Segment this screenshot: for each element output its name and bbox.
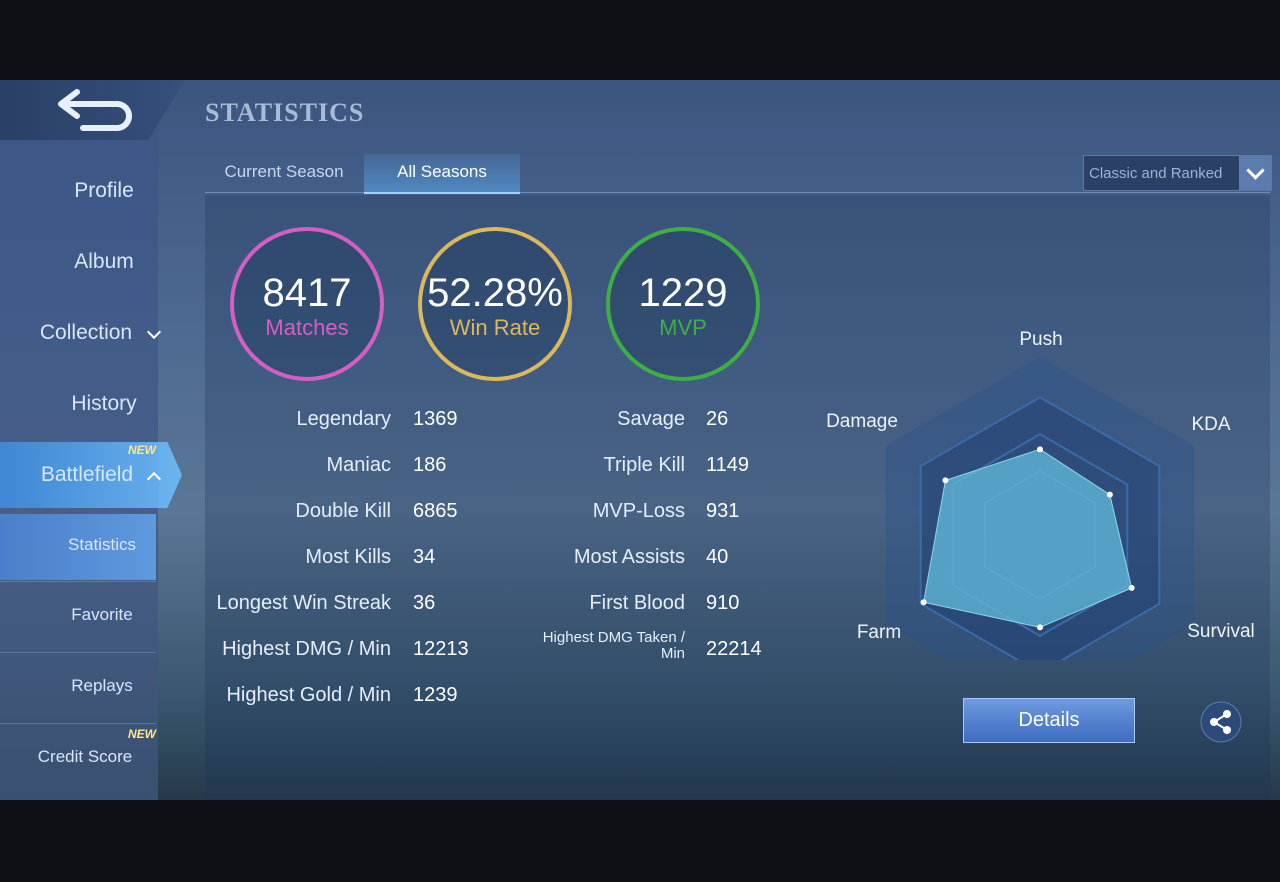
dropdown-arrow (1239, 156, 1271, 190)
summary-value: 8417 (262, 271, 352, 315)
new-badge: NEW (128, 443, 156, 457)
stat-label: Longest Win Streak (216, 592, 391, 614)
back-button[interactable] (55, 88, 140, 134)
stat-value: 186 (413, 454, 447, 476)
stats-screen: STATISTICS Classic and Ranked Details Pu… (0, 80, 1280, 800)
summary-label: Win Rate (449, 315, 541, 340)
summary-label: MVP (659, 315, 707, 340)
details-button[interactable]: Details (963, 698, 1135, 743)
radar-point (1106, 491, 1113, 498)
radar-axis-label: Push (1019, 329, 1062, 350)
stat-value: 40 (706, 546, 729, 568)
radar-point (1128, 584, 1135, 591)
divider (0, 581, 156, 582)
stat-value: 1369 (413, 408, 458, 430)
dropdown-label: Classic and Ranked (1089, 165, 1223, 182)
stat-label: MVP-Loss (592, 500, 685, 522)
stat-value: 36 (413, 592, 436, 614)
sidebar-item[interactable]: Collection (39, 321, 133, 344)
radar-axis-label: Survival (1187, 621, 1255, 642)
stat-label: Triple Kill (603, 454, 686, 476)
summary-label: Matches (265, 315, 349, 340)
divider (0, 723, 156, 724)
sidebar (0, 80, 158, 800)
sidebar-item[interactable]: History (71, 392, 137, 415)
sidebar-item[interactable]: Replays (71, 676, 133, 695)
page-title: STATISTICS (205, 98, 365, 127)
divider (0, 652, 156, 653)
sidebar-item[interactable]: Credit Score (37, 747, 133, 766)
stat-label: First Blood (589, 592, 685, 614)
stat-value: 22214 (706, 638, 762, 660)
tab[interactable]: Current Season (224, 162, 344, 181)
summary-value: 52.28% (427, 271, 563, 315)
stat-value: 1239 (413, 684, 458, 706)
summary-ring: 8417 Matches (230, 227, 384, 381)
radar-point (1037, 624, 1043, 631)
details-label: Details (1018, 709, 1080, 731)
statistics-highlight (0, 514, 156, 580)
stat-label: Legendary (296, 408, 391, 430)
mode-dropdown[interactable]: Classic and Ranked (1083, 155, 1272, 191)
stat-label: Savage (617, 408, 685, 430)
sidebar-item[interactable]: Battlefield (40, 463, 134, 486)
summary-value: 1229 (638, 271, 728, 315)
active-tab-bg (364, 154, 520, 194)
stat-label: Most Kills (305, 546, 391, 568)
share-button[interactable] (1200, 701, 1242, 743)
radar-axis-label: Farm (857, 622, 901, 643)
radar-axis-label: Damage (826, 411, 898, 432)
sidebar-item[interactable]: Profile (74, 179, 134, 202)
summary-ring: 1229 MVP (606, 227, 760, 381)
stat-value: 931 (706, 500, 740, 522)
tab[interactable]: All Seasons (397, 162, 487, 181)
stat-label: Highest Gold / Min (226, 684, 391, 706)
stat-value: 1149 (706, 454, 750, 476)
stat-label: Maniac (326, 454, 391, 476)
radar-point (920, 599, 927, 606)
radar-point (1037, 446, 1043, 453)
radar-axis-label: KDA (1191, 414, 1230, 435)
tab-divider (205, 192, 1270, 193)
stat-label: Most Assists (573, 546, 685, 568)
stat-label: Highest DMG / Min (222, 638, 391, 660)
radar-chart: PushKDASurvivalTeam FightFarmDamage (826, 329, 1255, 660)
summary-ring: 52.28% Win Rate (418, 227, 572, 381)
stat-value: 12213 (413, 638, 469, 660)
new-badge: NEW (128, 727, 156, 741)
stat-value: 910 (706, 592, 740, 614)
battlefield-highlight (0, 442, 182, 508)
radar-point (942, 477, 949, 484)
stat-value: 34 (413, 546, 436, 568)
sidebar-item[interactable]: Album (74, 250, 134, 273)
stat-label: Highest DMG Taken / Min (542, 629, 685, 662)
stat-value: 26 (706, 408, 729, 430)
sidebar-item[interactable]: Favorite (71, 605, 133, 624)
stat-label: Double Kill (295, 500, 391, 522)
sidebar-item[interactable]: Statistics (67, 535, 137, 554)
stat-value: 6865 (413, 500, 458, 522)
